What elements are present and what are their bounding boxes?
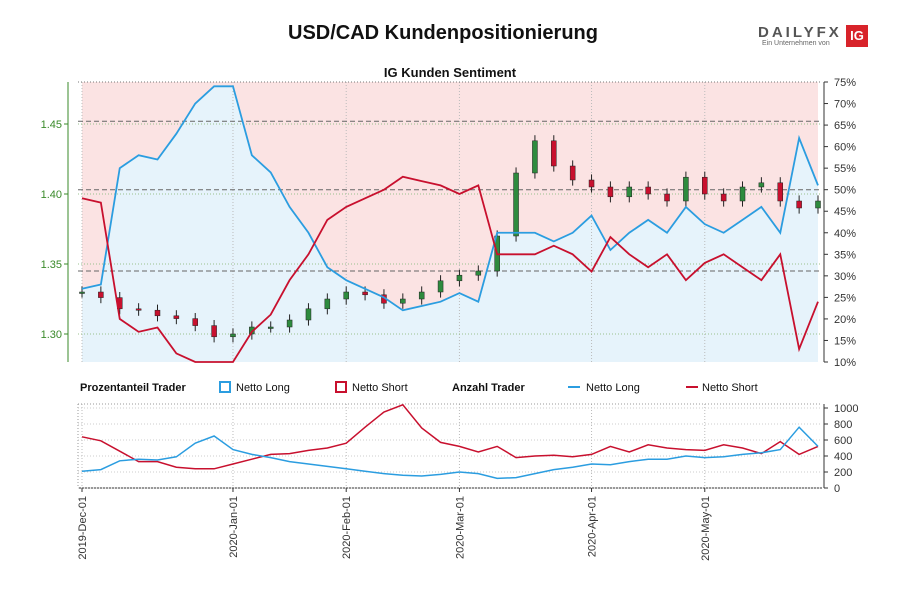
right-tick-label: 10% xyxy=(834,357,856,369)
long-sentiment-area xyxy=(82,86,818,363)
price-candle xyxy=(645,186,651,195)
right-tick-label: 25% xyxy=(834,292,856,304)
x-tick-label: 2020-Jan-01 xyxy=(228,496,240,558)
price-candle xyxy=(739,186,746,202)
price-candle xyxy=(532,140,538,174)
right-tick-label: 55% xyxy=(834,163,856,175)
price-candle xyxy=(192,318,198,326)
right-tick-label: 15% xyxy=(834,335,856,347)
legend-group-percent: Prozentanteil Trader xyxy=(80,382,186,394)
x-tick-label: 2020-Feb-01 xyxy=(341,496,353,559)
price-candle xyxy=(815,200,821,209)
price-candle xyxy=(796,200,802,209)
legend-short-label: Netto Short xyxy=(352,382,408,394)
left-tick-label: 1.30 xyxy=(41,329,62,341)
price-candle xyxy=(720,193,727,202)
right-tick-label: 70% xyxy=(834,99,856,111)
legend-short-swatch xyxy=(335,381,347,393)
price-candle xyxy=(551,140,557,167)
price-candle xyxy=(418,291,425,300)
legend-short-count-label: Netto Short xyxy=(702,382,758,394)
price-candle xyxy=(513,172,519,237)
price-candle xyxy=(267,326,274,329)
right-tick-label: 30% xyxy=(834,271,856,283)
long-sentiment-line xyxy=(81,85,819,312)
chart-title: USD/CAD Kundenpositionierung xyxy=(288,22,598,44)
price-candle xyxy=(173,315,180,319)
bottom-tick-label: 800 xyxy=(834,419,852,431)
x-tick-label: 2020-May-01 xyxy=(700,496,712,561)
price-candle xyxy=(626,186,633,198)
price-candle xyxy=(305,308,312,321)
price-candle xyxy=(588,179,595,188)
x-tick-label: 2020-Mar-01 xyxy=(454,496,466,559)
price-candle xyxy=(475,270,482,276)
price-candle xyxy=(569,165,576,181)
price-candle xyxy=(437,280,444,293)
bottom-tick-label: 600 xyxy=(834,435,852,447)
price-candle xyxy=(400,298,406,304)
legend-group-count: Anzahl Trader xyxy=(452,382,525,394)
price-candle xyxy=(154,309,161,317)
left-tick-label: 1.40 xyxy=(41,189,62,201)
bottom-tick-label: 200 xyxy=(834,467,852,479)
price-candle xyxy=(286,319,293,328)
bottom-tick-label: 400 xyxy=(834,451,852,463)
left-tick-label: 1.45 xyxy=(41,119,62,131)
right-tick-label: 75% xyxy=(834,77,856,89)
right-tick-label: 35% xyxy=(834,249,856,261)
price-candle xyxy=(98,291,104,298)
bottom-tick-label: 1000 xyxy=(834,403,858,415)
legend-long-label: Netto Long xyxy=(236,382,290,394)
right-tick-label: 40% xyxy=(834,228,856,240)
long-count-line xyxy=(81,426,819,480)
price-candle xyxy=(664,193,670,202)
ig-badge: IG xyxy=(846,25,868,47)
price-candle xyxy=(758,182,765,188)
price-candle xyxy=(343,291,349,300)
short-count-line xyxy=(81,403,819,470)
panel-subtitle: IG Kunden Sentiment xyxy=(384,65,517,80)
price-candle xyxy=(456,274,463,282)
price-candle xyxy=(211,325,217,338)
bottom-tick-label: 0 xyxy=(834,483,840,495)
legend-long-swatch xyxy=(219,381,231,393)
price-candle xyxy=(702,176,708,195)
price-candle xyxy=(607,186,614,198)
logo-wordmark: DAILYFX xyxy=(758,24,842,41)
price-candle xyxy=(230,333,236,338)
right-tick-label: 45% xyxy=(834,206,856,218)
price-candle xyxy=(135,308,142,311)
price-candle xyxy=(362,291,368,296)
right-tick-label: 65% xyxy=(834,120,856,132)
right-tick-label: 50% xyxy=(834,185,856,197)
logo-subtext: Ein Unternehmen von xyxy=(762,40,830,47)
price-candle xyxy=(683,176,689,202)
price-candle xyxy=(79,291,85,294)
dailyfx-logo: DAILYFX Ein Unternehmen von IG xyxy=(758,24,870,50)
price-candle xyxy=(777,182,784,202)
left-tick-label: 1.35 xyxy=(41,259,62,271)
right-tick-label: 60% xyxy=(834,142,856,154)
price-candle xyxy=(324,298,331,310)
x-tick-label: 2020-Apr-01 xyxy=(587,496,599,557)
x-tick-label: 2019-Dec-01 xyxy=(77,496,89,560)
legend-long-count-label: Netto Long xyxy=(586,382,640,394)
short-sentiment-line xyxy=(81,175,819,363)
short-sentiment-area xyxy=(82,82,818,311)
right-tick-label: 20% xyxy=(834,314,856,326)
